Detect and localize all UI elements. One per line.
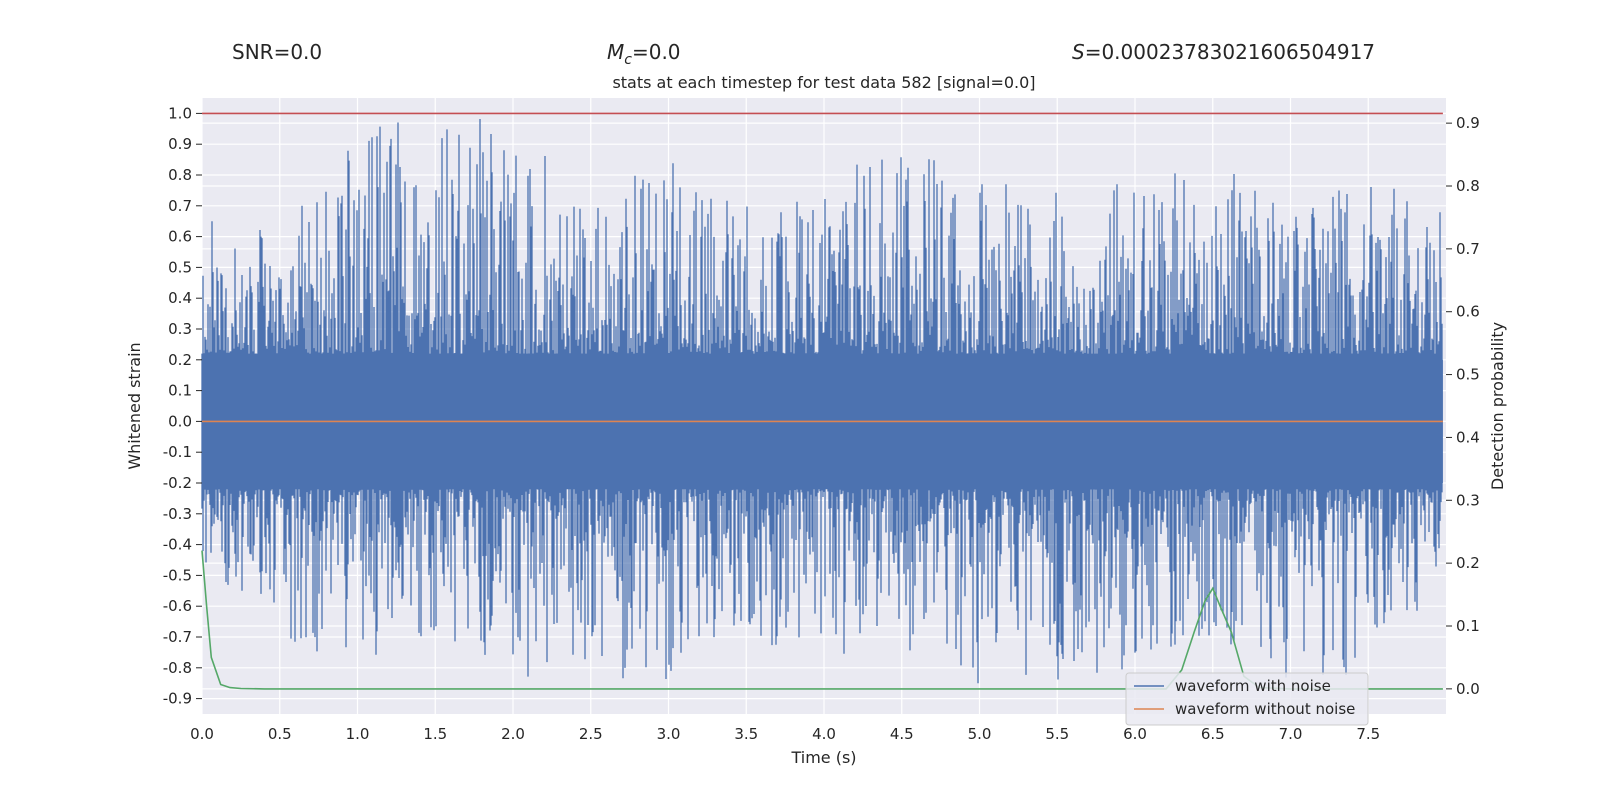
mc-symbol: M (607, 40, 625, 64)
y2-tick-label: 0.1 (1456, 617, 1480, 635)
x-tick-label: 7.0 (1279, 725, 1303, 743)
y2-tick-label: 0.0 (1456, 680, 1480, 698)
chart-title: stats at each timestep for test data 582… (612, 73, 1035, 92)
y-tick-label: 0.1 (168, 382, 192, 400)
y-tick-label: -0.3 (163, 505, 192, 523)
x-tick-label: 7.5 (1356, 725, 1380, 743)
snr-value: =0.0 (273, 40, 323, 64)
s-symbol: S (1072, 40, 1085, 64)
mc-value: =0.0 (631, 40, 681, 64)
y2-tick-label: 0.8 (1456, 177, 1480, 195)
x-tick-label: 0.5 (268, 725, 292, 743)
x-tick-label: 4.0 (812, 725, 836, 743)
y-tick-label: -0.2 (163, 474, 192, 492)
x-tick-label: 3.5 (734, 725, 758, 743)
x-tick-label: 4.5 (890, 725, 914, 743)
x-axis-label: Time (s) (790, 748, 856, 767)
s-value: =0.00023783021606504917 (1084, 40, 1376, 64)
legend: waveform with noise waveform without noi… (1125, 672, 1369, 726)
y-tick-label: -0.8 (163, 659, 192, 677)
legend-box (1125, 672, 1369, 726)
y-tick-label: 0.3 (168, 320, 192, 338)
y-tick-label: 0.6 (168, 228, 192, 246)
y-axis: 1.0 0.9 0.8 0.7 0.6 0.5 0.4 0.3 0.2 0.1 0.0 -0.1 -0.… (163, 104, 202, 708)
y-tick-label: 0.4 (168, 289, 192, 307)
statistic-readout: S=0.00023783021606504917 (1072, 40, 1375, 64)
x-tick-label: 2.0 (501, 725, 525, 743)
y-tick-label: -0.5 (163, 566, 192, 584)
y-axis-label: Whitened strain (125, 342, 144, 469)
y2-axis: 0.9 0.8 0.7 0.6 0.5 0.4 0.3 0.2 0.1 0.0 (1446, 114, 1480, 698)
snr-readout: SNR=0.0 (232, 40, 322, 64)
snr-label: SNR (232, 40, 274, 64)
x-tick-label: 5.0 (968, 725, 992, 743)
x-tick-label: 6.0 (1123, 725, 1147, 743)
x-tick-label: 1.5 (423, 725, 447, 743)
y2-axis-label: Detection probability (1488, 322, 1507, 490)
mc-subscript: c (624, 52, 632, 68)
y-tick-label: 0.9 (168, 135, 192, 153)
y-tick-label: -0.1 (163, 443, 192, 461)
y2-tick-label: 0.9 (1456, 114, 1480, 132)
y2-tick-label: 0.6 (1456, 303, 1480, 321)
x-tick-label: 6.5 (1201, 725, 1225, 743)
y-tick-label: 1.0 (168, 104, 192, 122)
y-tick-label: -0.9 (163, 690, 192, 708)
x-tick-label: 3.0 (657, 725, 681, 743)
y-tick-label: -0.4 (163, 536, 192, 554)
x-axis: 0.0 0.5 1.0 1.5 2.0 2.5 3.0 3.5 4.0 4.5 5.0 5.5 6.0 6… (190, 725, 1380, 743)
x-tick-label: 1.0 (346, 725, 370, 743)
y-tick-label: 0.5 (168, 258, 192, 276)
y-tick-label: -0.6 (163, 597, 192, 615)
y-tick-label: 0.0 (168, 412, 192, 430)
y2-tick-label: 0.3 (1456, 491, 1480, 509)
y2-tick-label: 0.4 (1456, 428, 1480, 446)
x-tick-label: 2.5 (579, 725, 603, 743)
y2-tick-label: 0.7 (1456, 240, 1480, 258)
x-tick-label: 0.0 (190, 725, 214, 743)
y-tick-label: 0.7 (168, 197, 192, 215)
y-tick-label: -0.7 (163, 628, 192, 646)
legend-label-noise: waveform with noise (1175, 677, 1331, 695)
y2-tick-label: 0.2 (1456, 554, 1480, 572)
y-tick-label: 0.2 (168, 351, 192, 369)
y2-tick-label: 0.5 (1456, 366, 1480, 384)
legend-label-clean: waveform without noise (1175, 700, 1355, 718)
x-tick-label: 5.5 (1045, 725, 1069, 743)
chirp-mass-readout: Mc=0.0 (607, 40, 681, 68)
y-tick-label: 0.8 (168, 166, 192, 184)
